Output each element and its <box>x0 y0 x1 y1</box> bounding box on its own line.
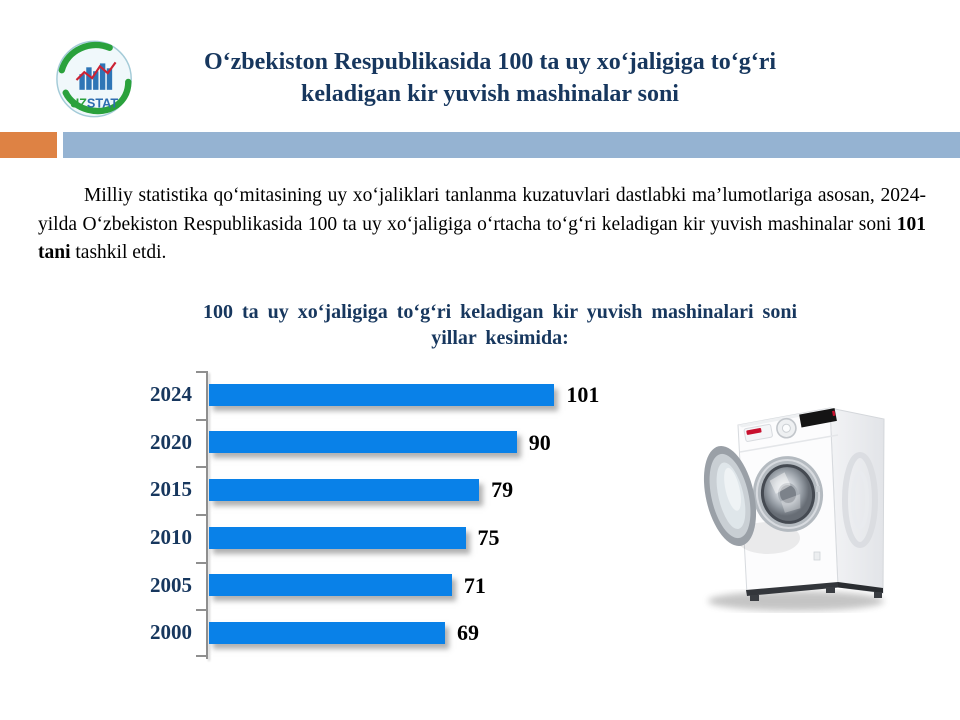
washer-open-door <box>703 446 757 546</box>
washing-machine-image <box>703 407 885 611</box>
chart-row: 2005 71 <box>0 562 700 610</box>
axis-tick <box>196 561 206 564</box>
washer-door-latch <box>816 486 820 492</box>
page-title-line2: keladigan kir yuvish mashinalar soni <box>301 81 679 107</box>
intro-text-after: tashkil etdi. <box>70 242 167 263</box>
washer-base-front <box>746 582 838 596</box>
axis-tick <box>196 655 206 657</box>
value-label: 75 <box>477 525 500 550</box>
category-label: 2020 <box>150 429 192 454</box>
axis-tick <box>196 466 206 469</box>
value-label: 90 <box>528 429 551 455</box>
axis-tick <box>196 371 206 373</box>
value-label: 69 <box>456 620 479 646</box>
chart-row: 2015 79 <box>0 466 700 514</box>
washer-dial-hub <box>781 423 791 433</box>
logo-swoosh-bottom <box>62 78 132 115</box>
bar <box>209 526 466 549</box>
page-title-line1: O‘zbekiston Respublikasida 100 ta uy xo‘… <box>203 49 777 75</box>
washer-display <box>799 408 837 428</box>
washer-service-flap <box>813 551 821 561</box>
chart-y-axis <box>206 371 208 659</box>
intro-text-before: Milliy statistika qo‘mitasining uy xo‘ja… <box>38 185 926 235</box>
divider-blue <box>63 132 960 158</box>
category-label: 2010 <box>150 525 192 549</box>
logo-swoosh-top <box>58 41 113 74</box>
washer-brand-logo <box>746 428 762 435</box>
axis-tick <box>196 418 206 421</box>
washer-control-panel <box>743 408 837 442</box>
category-label: 2015 <box>150 477 192 502</box>
washer-foot-left <box>750 595 759 601</box>
chart-row: 2024 101 <box>0 371 700 419</box>
chart-row: 2020 90 <box>0 419 700 467</box>
logo-bar-chart-icon <box>79 63 113 90</box>
bar <box>209 383 555 406</box>
uzstat-logo: UZSTAT <box>56 40 132 118</box>
washer-door-opening <box>752 456 824 532</box>
washer-side-emboss-inner <box>851 471 869 529</box>
washer-side-emboss-outer <box>842 452 878 548</box>
chart-title-line2: yillar kesimida: <box>431 327 569 349</box>
logo-text: UZSTAT <box>70 95 118 110</box>
divider-orange <box>0 132 57 158</box>
category-label: 2000 <box>150 620 192 645</box>
chart-row: 2010 75 <box>0 514 700 562</box>
value-label: 101 <box>566 382 600 407</box>
page-title: O‘zbekiston Respublikasida 100 ta uy xo‘… <box>140 46 840 110</box>
chart-row: 2000 69 <box>0 609 700 657</box>
chart-title-line1: 100 ta uy xo‘jaligiga to‘g‘ri keladigan … <box>202 301 798 323</box>
value-label: 71 <box>463 572 486 598</box>
axis-tick <box>196 609 206 612</box>
category-label: 2024 <box>150 382 192 406</box>
washer-panel-seam <box>739 434 839 453</box>
logo-trend-line-icon <box>75 61 117 81</box>
bar-chart: 2024 101 2020 90 2015 79 2010 75 2005 71… <box>0 371 700 659</box>
washer-ground-shadow <box>708 591 884 611</box>
bar <box>209 431 517 454</box>
intro-text-bold: 101 tani <box>38 213 926 264</box>
axis-tick <box>196 514 206 516</box>
washer-foot-back <box>874 592 882 598</box>
intro-paragraph: Milliy statistika qo‘mitasining uy xo‘ja… <box>38 182 926 268</box>
bar <box>209 622 445 645</box>
value-label: 79 <box>491 477 514 503</box>
washer-foot-right <box>826 587 835 593</box>
category-label: 2005 <box>150 572 192 597</box>
washer-display-indicator <box>832 410 836 417</box>
washer-base-side <box>838 582 883 593</box>
bar <box>209 479 480 502</box>
chart-title: 100 ta uy xo‘jaligiga to‘g‘ri keladigan … <box>100 299 900 351</box>
bar <box>209 574 452 597</box>
